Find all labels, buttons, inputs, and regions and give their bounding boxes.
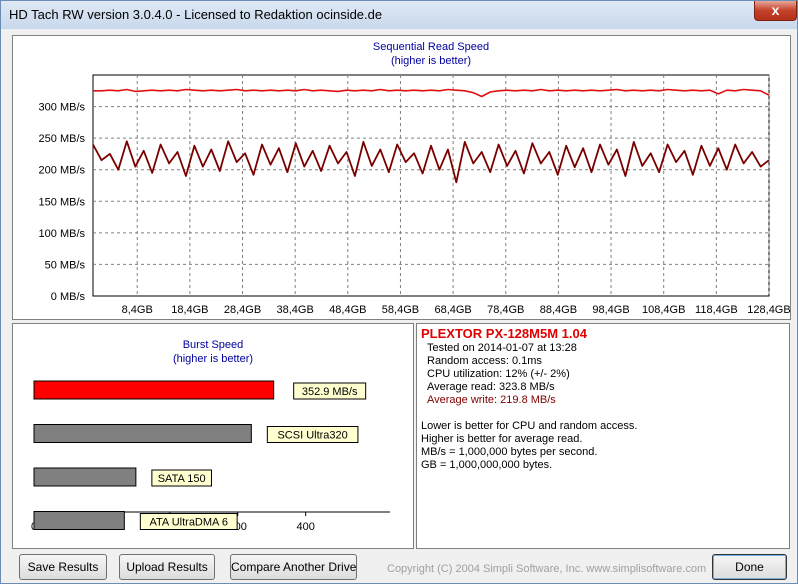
drive-name: PLEXTOR PX-128M5M 1.04 [421, 326, 587, 341]
x-tick-label: 98,4GB [592, 304, 629, 316]
x-tick-label: 108,4GB [642, 304, 685, 316]
x-tick-label: 38,4GB [277, 304, 314, 316]
y-tick-label: 50 MB/s [45, 259, 86, 271]
burst-bar [33, 511, 125, 530]
bar-label: SCSI Ultra320 [277, 430, 347, 442]
bar-label: SATA 150 [158, 473, 206, 485]
bar-label: 352.9 MB/s [302, 386, 358, 398]
random-access: Random access: 0.1ms [427, 355, 542, 367]
burst-bar [33, 424, 252, 443]
x-tick-label: 18,4GB [171, 304, 208, 316]
y-tick-label: 250 MB/s [39, 133, 86, 145]
average-read: Average read: 323.8 MB/s [427, 381, 555, 393]
window-title: HD Tach RW version 3.0.4.0 - Licensed to… [9, 7, 383, 22]
chart-subtitle: (higher is better) [391, 55, 471, 67]
x-tick-label: 128,4GB [747, 304, 790, 316]
close-button[interactable]: x [754, 1, 797, 21]
x-tick-label: 68,4GB [434, 304, 471, 316]
x-tick-label: 48,4GB [329, 304, 366, 316]
series-line-top [93, 88, 770, 98]
y-tick-label: 150 MB/s [39, 196, 86, 208]
bar-label-box [266, 426, 359, 443]
series-line-bottom [92, 140, 770, 184]
x-tick-label: 58,4GB [382, 304, 419, 316]
y-tick-label: 0 MB/s [51, 291, 86, 303]
x-tick-label: 400 [296, 521, 314, 533]
drive-info-panel: PLEXTOR PX-128M5M 1.04 Tested on 2014-01… [416, 323, 790, 549]
x-tick-label: 78,4GB [487, 304, 524, 316]
tested-date: Tested on 2014-01-07 at 13:28 [427, 342, 577, 354]
burst-speed-panel: Burst Speed(higher is better)01002003004… [12, 323, 414, 549]
chart-subtitle: (higher is better) [173, 353, 253, 365]
average-write: Average write: 219.8 MB/s [427, 394, 556, 406]
y-tick-label: 300 MB/s [39, 102, 86, 114]
save-results-button[interactable]: Save Results [19, 554, 107, 580]
bar-label-box [151, 469, 212, 487]
note-lower-better: Lower is better for CPU and random acces… [421, 420, 638, 432]
upload-results-button[interactable]: Upload Results [119, 554, 215, 580]
burst-speed-chart: Burst Speed(higher is better)01002003004… [31, 339, 390, 533]
copyright-text: Copyright (C) 2004 Simpli Software, Inc.… [387, 563, 707, 575]
bar-label-box [293, 382, 367, 400]
compare-another-drive-button[interactable]: Compare Another Drive [230, 554, 357, 580]
x-tick-label: 28,4GB [224, 304, 261, 316]
note-gb-definition: GB = 1,000,000,000 bytes. [421, 459, 553, 471]
plot-area [92, 74, 770, 297]
x-tick-label: 8,4GB [122, 304, 153, 316]
done-button[interactable]: Done [712, 554, 787, 580]
y-tick-label: 200 MB/s [39, 165, 86, 177]
sequential-read-chart: Sequential Read Speed (higher is better) 0… [39, 41, 790, 316]
note-mbs-definition: MB/s = 1,000,000 bytes per second. [421, 446, 598, 458]
title-bar[interactable]: HD Tach RW version 3.0.4.0 - Licensed to… [1, 1, 797, 29]
chart-title: Burst Speed [183, 339, 244, 351]
x-tick-label: 118,4GB [695, 304, 738, 316]
sequential-read-panel: Sequential Read Speed (higher is better) 0… [12, 35, 791, 320]
burst-bar [33, 467, 137, 487]
bar-label-box [139, 513, 238, 530]
y-tick-label: 100 MB/s [39, 228, 86, 240]
x-tick-label: 88,4GB [540, 304, 577, 316]
burst-bar [33, 380, 275, 400]
chart-title: Sequential Read Speed [373, 41, 489, 53]
bar-label: ATA UltraDMA 6 [150, 517, 228, 529]
cpu-utilization: CPU utilization: 12% (+/- 2%) [427, 368, 570, 380]
note-higher-better: Higher is better for average read. [421, 433, 583, 445]
